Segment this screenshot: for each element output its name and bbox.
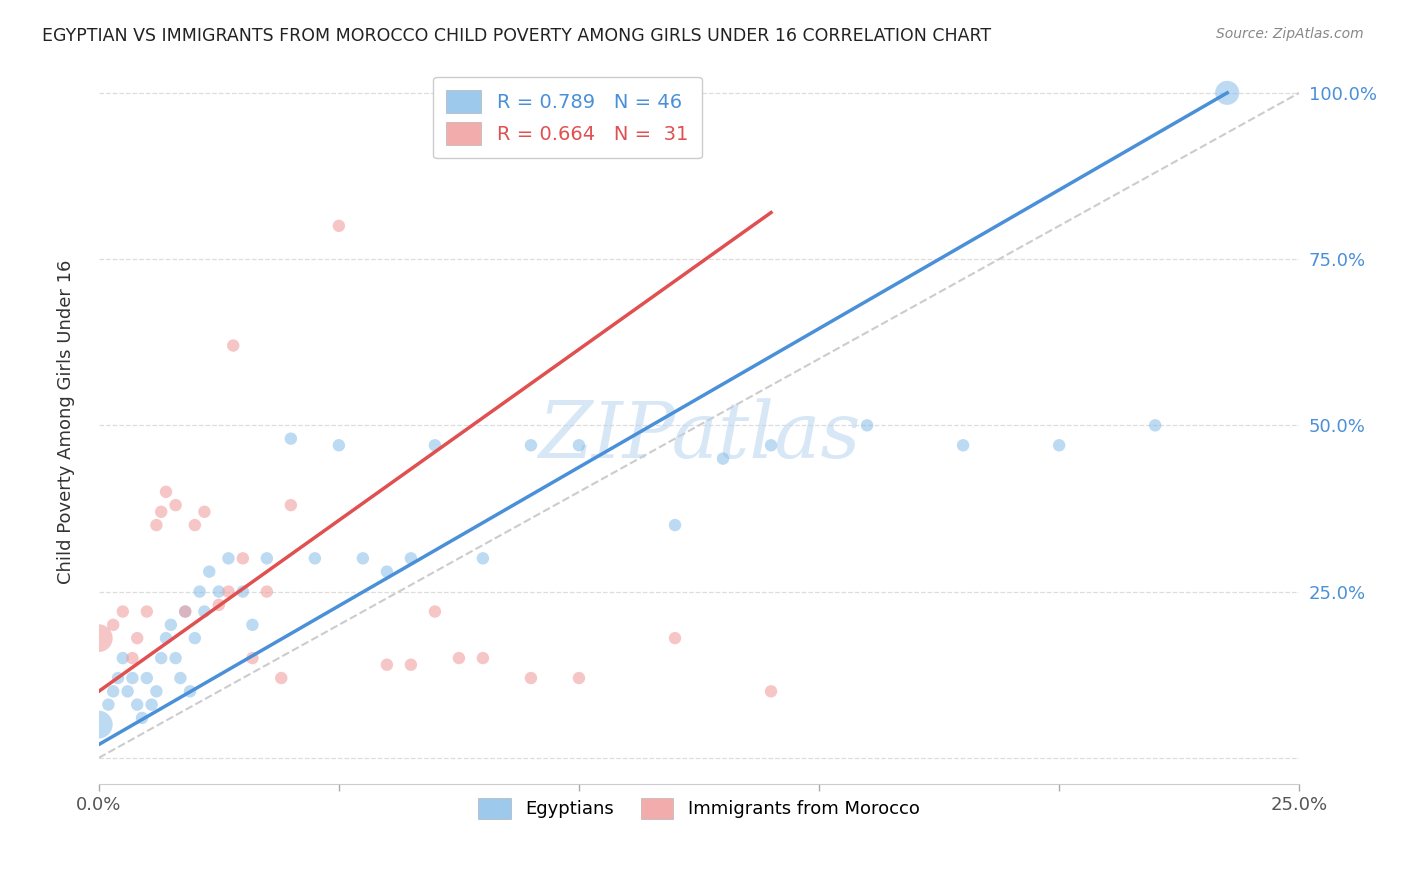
Point — [280, 432, 302, 446]
Point — [174, 605, 197, 619]
Point — [856, 418, 879, 433]
Point — [127, 698, 149, 712]
Point — [232, 551, 254, 566]
Point — [304, 551, 326, 566]
Point — [471, 551, 494, 566]
Point — [141, 698, 163, 712]
Point — [155, 484, 177, 499]
Legend: Egyptians, Immigrants from Morocco: Egyptians, Immigrants from Morocco — [471, 791, 927, 826]
Point — [174, 605, 197, 619]
Point — [232, 584, 254, 599]
Point — [87, 631, 110, 645]
Point — [217, 584, 239, 599]
Point — [135, 671, 157, 685]
Point — [328, 438, 350, 452]
Point — [1216, 86, 1239, 100]
Point — [520, 438, 543, 452]
Point — [568, 671, 591, 685]
Point — [97, 698, 120, 712]
Point — [111, 605, 134, 619]
Point — [117, 684, 139, 698]
Point — [256, 551, 278, 566]
Point — [222, 338, 245, 352]
Point — [242, 651, 264, 665]
Text: Source: ZipAtlas.com: Source: ZipAtlas.com — [1216, 27, 1364, 41]
Point — [159, 617, 181, 632]
Point — [1144, 418, 1167, 433]
Point — [198, 565, 221, 579]
Point — [423, 605, 446, 619]
Point — [145, 518, 167, 533]
Point — [664, 631, 686, 645]
Point — [759, 684, 782, 698]
Point — [952, 438, 974, 452]
Point — [150, 651, 173, 665]
Point — [111, 651, 134, 665]
Point — [184, 631, 207, 645]
Point — [217, 551, 239, 566]
Point — [169, 671, 191, 685]
Point — [107, 671, 129, 685]
Point — [280, 498, 302, 512]
Point — [256, 584, 278, 599]
Point — [188, 584, 211, 599]
Point — [135, 605, 157, 619]
Point — [184, 518, 207, 533]
Point — [179, 684, 201, 698]
Point — [328, 219, 350, 233]
Point — [399, 657, 422, 672]
Point — [520, 671, 543, 685]
Point — [208, 598, 231, 612]
Point — [208, 584, 231, 599]
Point — [155, 631, 177, 645]
Point — [127, 631, 149, 645]
Point — [87, 717, 110, 731]
Point — [471, 651, 494, 665]
Point — [103, 617, 125, 632]
Point — [423, 438, 446, 452]
Point — [103, 684, 125, 698]
Point — [150, 505, 173, 519]
Point — [242, 617, 264, 632]
Point — [375, 565, 398, 579]
Point — [131, 711, 153, 725]
Point — [759, 438, 782, 452]
Point — [121, 671, 143, 685]
Y-axis label: Child Poverty Among Girls Under 16: Child Poverty Among Girls Under 16 — [58, 260, 75, 584]
Text: ZIPatlas: ZIPatlas — [538, 399, 860, 475]
Point — [165, 651, 187, 665]
Point — [399, 551, 422, 566]
Point — [193, 505, 215, 519]
Point — [165, 498, 187, 512]
Point — [193, 605, 215, 619]
Point — [270, 671, 292, 685]
Point — [664, 518, 686, 533]
Point — [711, 451, 734, 466]
Point — [1047, 438, 1070, 452]
Point — [568, 438, 591, 452]
Point — [145, 684, 167, 698]
Point — [121, 651, 143, 665]
Point — [375, 657, 398, 672]
Point — [352, 551, 374, 566]
Point — [447, 651, 470, 665]
Text: EGYPTIAN VS IMMIGRANTS FROM MOROCCO CHILD POVERTY AMONG GIRLS UNDER 16 CORRELATI: EGYPTIAN VS IMMIGRANTS FROM MOROCCO CHIL… — [42, 27, 991, 45]
